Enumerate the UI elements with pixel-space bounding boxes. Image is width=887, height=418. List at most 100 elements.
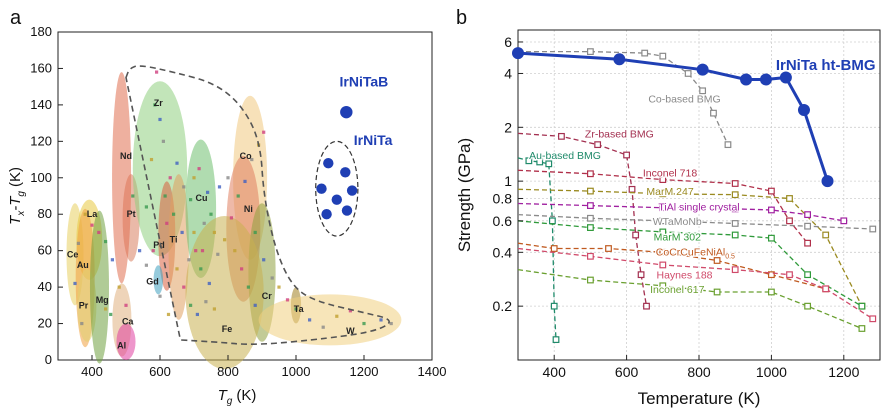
- series-marm-302-point: [858, 302, 866, 310]
- irnitab-label: IrNiTaB: [340, 74, 389, 90]
- data-point: [155, 70, 159, 74]
- label-irnita-ht-bmg-text: IrNiTa ht-BMG: [776, 57, 876, 74]
- irnita-point: [341, 205, 353, 216]
- irnita-point: [331, 194, 342, 205]
- series-wtamonb-point: [586, 214, 594, 222]
- region-label-la: La: [87, 209, 98, 219]
- series-irnita-ht-bmg-point: [779, 71, 792, 84]
- x-tick-label-a: 1000: [282, 364, 311, 379]
- y-axis-label-part: g: [16, 191, 27, 197]
- data-point: [246, 285, 250, 289]
- series-zr-based-bmg-point: [628, 185, 636, 193]
- series-tial-single-crystal-point: [840, 217, 848, 225]
- series-zr-based-bmg-point: [637, 271, 645, 279]
- series-wtamonb-point: [869, 225, 877, 233]
- irnita-ellipse: [315, 140, 359, 237]
- label-cocrcufenial: CoCrCuFeNiAl0.5: [656, 246, 735, 260]
- region-label-nd: Nd: [120, 151, 132, 161]
- series-zr-based-bmg-point: [643, 302, 650, 310]
- label-marm-247-text: MarM 247: [646, 186, 693, 198]
- series-haynes-188-point: [869, 315, 877, 323]
- data-point: [182, 285, 186, 289]
- data-point: [104, 239, 108, 244]
- series-inconel-718-point: [659, 176, 667, 184]
- y-axis-label-part: T: [7, 214, 24, 225]
- series-tial-single-crystal-point: [767, 206, 775, 214]
- series-inconel-718-point: [804, 239, 811, 247]
- irnita-point: [323, 158, 334, 169]
- data-point: [187, 258, 191, 262]
- data-point: [262, 130, 266, 134]
- series-irnita-ht-bmg-point: [740, 73, 753, 86]
- series-haynes-188-point: [822, 285, 830, 293]
- y-tick-label-a: 20: [38, 316, 52, 331]
- x-tick-label-b: 400: [543, 364, 567, 380]
- data-point: [175, 161, 179, 165]
- series-cocrcufenial0-5-point: [659, 248, 667, 256]
- data-point: [379, 318, 383, 322]
- data-point: [253, 303, 257, 307]
- region-nd: [112, 72, 132, 284]
- data-point: [109, 312, 113, 317]
- series-co-based-bmg-point: [586, 48, 594, 56]
- y-tick-label-a: 80: [38, 206, 52, 221]
- region-label-pd: Pd: [153, 240, 165, 250]
- data-point: [223, 238, 227, 242]
- series-co-based-bmg-point: [724, 141, 732, 149]
- panel-b: b IrNiTa ht-BMG Co-based BMG Zr-based BMG Au…: [455, 7, 881, 408]
- y-tick-label-a: 140: [30, 97, 52, 112]
- label-inconel-718-text: Inconel 718: [643, 167, 697, 179]
- data-point: [270, 276, 274, 280]
- series-zr-based-bmg-line: [517, 132, 648, 307]
- region-label-au: Au: [77, 260, 89, 270]
- series-inconel-718-point: [586, 170, 594, 178]
- series-au-based-bmg-point: [550, 302, 558, 310]
- series-inconel-617-point: [713, 288, 721, 296]
- data-point: [233, 249, 237, 253]
- series-inconel-617-point: [586, 276, 594, 284]
- data-point: [226, 176, 230, 180]
- data-point: [217, 185, 222, 189]
- data-point: [250, 157, 254, 162]
- region-mg: [89, 210, 110, 364]
- y-axis-label-part: (K): [7, 167, 24, 187]
- irnita-point: [316, 183, 327, 194]
- series-wtamonb-point: [659, 217, 667, 225]
- series-irnita-ht-bmg-point: [759, 73, 772, 86]
- x-tick-label-b: 1000: [756, 364, 787, 380]
- region-ti: [168, 174, 189, 320]
- x-tick-label-b: 1200: [828, 364, 859, 380]
- series-cocrcufenial0-5-point: [767, 271, 775, 279]
- region-label-w: W: [346, 326, 355, 336]
- x-tick-label-b: 800: [687, 364, 711, 380]
- x-tick-label-a: 800: [217, 364, 239, 379]
- data-point: [236, 194, 240, 198]
- series-cocrcufenial0-5-point: [713, 257, 721, 264]
- label-haynes-188-text: Haynes 188: [656, 270, 712, 282]
- x-axis-label-sub: g: [227, 396, 233, 407]
- data-point: [172, 212, 176, 216]
- series-marm-302-point: [659, 228, 667, 236]
- region-label-cu: Cu: [195, 193, 207, 203]
- series-au-based-bmg-point: [536, 158, 544, 166]
- data-point: [110, 258, 114, 262]
- data-point: [335, 314, 339, 318]
- label-cocrcufenial-text: CoCrCuFeNiAl: [656, 246, 725, 258]
- data-point: [180, 230, 184, 235]
- region-al: [116, 323, 136, 360]
- region-label-cr: Cr: [262, 291, 272, 301]
- label-inconel-617-text: Inconel 617: [650, 284, 704, 296]
- data-point: [202, 221, 206, 225]
- x-axis-label-a: Tg (K): [218, 387, 257, 407]
- data-point: [253, 230, 257, 235]
- data-point: [73, 281, 77, 286]
- series-inconel-718-point: [767, 187, 775, 195]
- series-au-based-bmg-point: [548, 217, 556, 225]
- series-marm-302-point: [804, 271, 811, 279]
- plot-frame-a: [57, 31, 433, 361]
- data-point: [212, 230, 216, 235]
- y-tick-label-a: 160: [30, 60, 52, 75]
- data-point: [131, 194, 135, 198]
- data-point: [207, 281, 211, 286]
- series-marm-247-point: [659, 190, 667, 198]
